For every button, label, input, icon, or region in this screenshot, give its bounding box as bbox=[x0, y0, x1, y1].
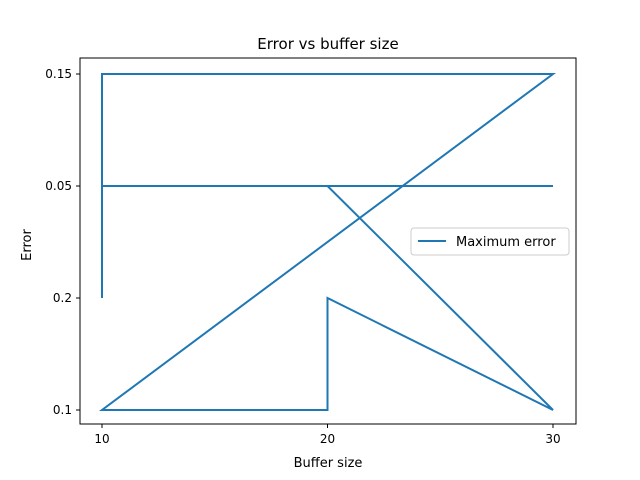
series-line-0 bbox=[98, 73, 557, 411]
y-tick-label-0: 0.1 bbox=[53, 403, 72, 417]
y-tick-label-1: 0.2 bbox=[53, 291, 72, 305]
legend-label-maximum-error: Maximum error bbox=[456, 235, 556, 250]
y-tick-label-3: 0.15 bbox=[45, 67, 72, 81]
x-axis: 10 20 30 bbox=[94, 424, 561, 446]
y-axis: 0.1 0.2 0.05 0.15 bbox=[45, 67, 80, 417]
legend-box bbox=[410, 227, 570, 256]
plot-area bbox=[98, 73, 557, 411]
x-tick-label-2: 30 bbox=[545, 432, 560, 446]
legend: Maximum error bbox=[410, 227, 570, 256]
chart-title: Error vs buffer size bbox=[257, 35, 398, 53]
x-axis-label: Buffer size bbox=[294, 456, 363, 471]
y-tick-label-2: 0.05 bbox=[45, 179, 72, 193]
x-tick-label-0: 10 bbox=[94, 432, 109, 446]
x-tick-label-1: 20 bbox=[320, 432, 335, 446]
y-axis-label: Error bbox=[20, 229, 35, 261]
